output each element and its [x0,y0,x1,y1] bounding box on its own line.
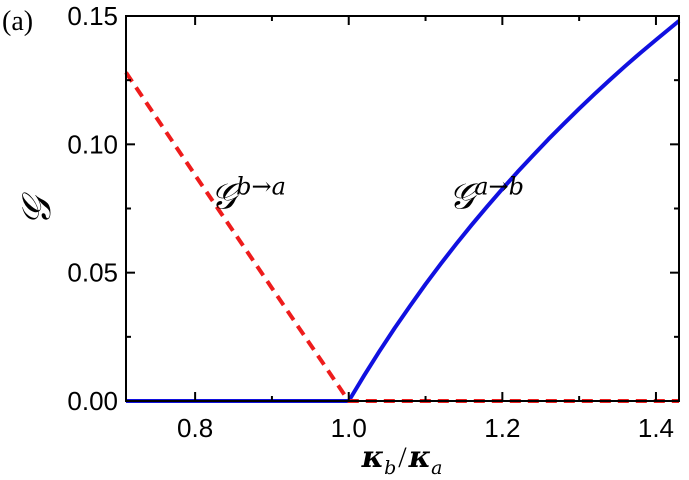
x-axis-label-symbol-den: κ [408,440,432,475]
x-tick-label: 0.8 [177,413,213,443]
plot-frame [125,15,680,402]
panel-label: (a) [2,6,33,37]
series-annotation-a-to-b: 𝒢a→b [449,173,524,218]
x-axis-label-sub-den: a [431,457,442,479]
y-tick-label: 0.00 [67,386,118,416]
x-tick-label: 1.0 [331,413,367,443]
y-tick-label: 0.15 [67,1,118,31]
x-axis-label-sub-num: b [384,457,396,479]
x-axis-label-symbol-num: κ [361,440,385,475]
y-axis-label: 𝒢 [14,191,60,226]
x-axis-label: κb/κa [361,440,443,479]
x-axis-label-separator: / [398,441,407,474]
annotations-layer: 𝒢b→a 𝒢a→b [210,173,524,218]
y-tick-label: 0.05 [67,258,118,288]
tick-labels-layer: 0.8 1.0 1.2 1.4 0.00 0.05 0.10 0.15 [67,1,674,443]
ticks-layer [126,15,679,402]
x-tick-label: 1.4 [638,413,674,443]
series-line-a-to-b [126,19,681,403]
y-tick-label: 0.10 [67,129,118,159]
x-tick-label: 1.2 [484,413,520,443]
series-line-b-to-a [124,71,679,403]
series-layer [124,19,681,403]
series-annotation-b-to-a: 𝒢b→a [210,173,285,218]
